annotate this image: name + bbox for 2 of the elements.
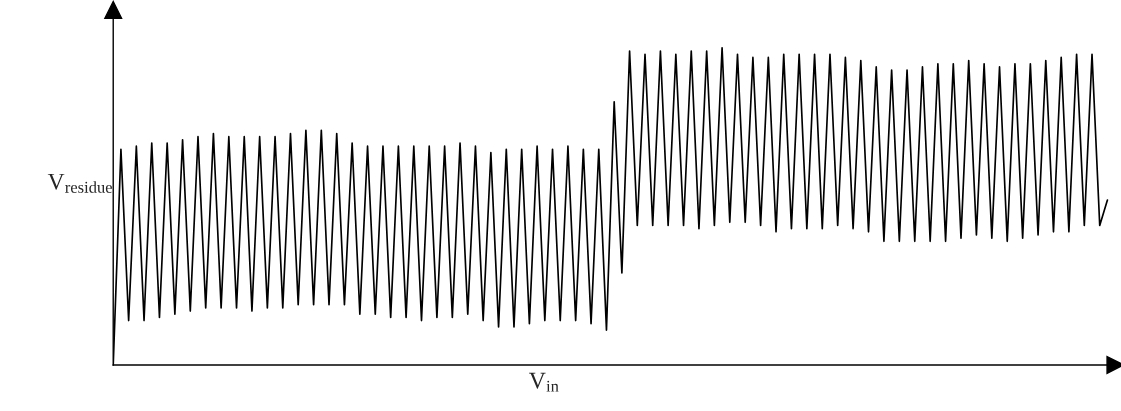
x-axis-title: V$_{in}$	[529, 372, 559, 392]
y-axis-title: V$_{residue}$	[47, 173, 112, 193]
